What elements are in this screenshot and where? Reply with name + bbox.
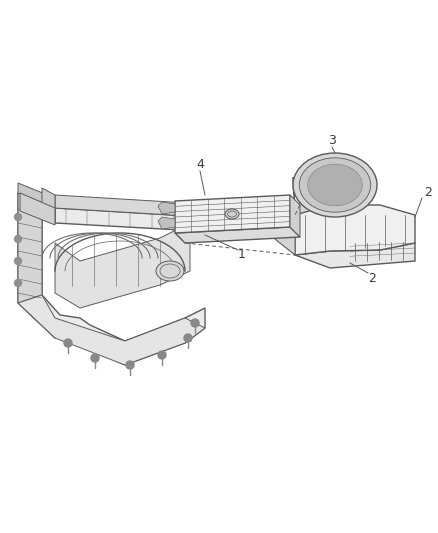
Polygon shape [270,221,295,255]
Polygon shape [290,195,300,237]
Circle shape [184,334,192,342]
Polygon shape [270,198,295,255]
Circle shape [14,236,21,243]
Polygon shape [295,205,415,255]
Circle shape [14,279,21,287]
Polygon shape [293,177,295,215]
Polygon shape [175,227,300,243]
Polygon shape [18,193,205,365]
Circle shape [14,257,21,264]
Polygon shape [18,295,205,365]
Text: 3: 3 [328,134,336,148]
Polygon shape [55,195,330,221]
Text: 2: 2 [368,271,376,285]
Polygon shape [295,243,415,268]
Circle shape [14,214,21,221]
Polygon shape [18,183,55,208]
Circle shape [191,319,199,327]
Ellipse shape [308,164,362,206]
Ellipse shape [225,209,239,219]
Ellipse shape [293,153,377,217]
Text: 4: 4 [196,158,204,172]
Circle shape [91,354,99,362]
Polygon shape [158,202,175,214]
Circle shape [158,351,166,359]
Text: 1: 1 [238,248,246,262]
Circle shape [64,339,72,347]
Circle shape [126,361,134,369]
Polygon shape [55,223,190,308]
Polygon shape [158,217,175,229]
Text: 2: 2 [424,187,432,199]
Ellipse shape [299,158,371,212]
Polygon shape [42,188,55,223]
Ellipse shape [156,261,184,281]
Polygon shape [18,193,42,303]
Polygon shape [20,193,55,225]
Polygon shape [175,195,290,233]
Polygon shape [55,208,330,235]
